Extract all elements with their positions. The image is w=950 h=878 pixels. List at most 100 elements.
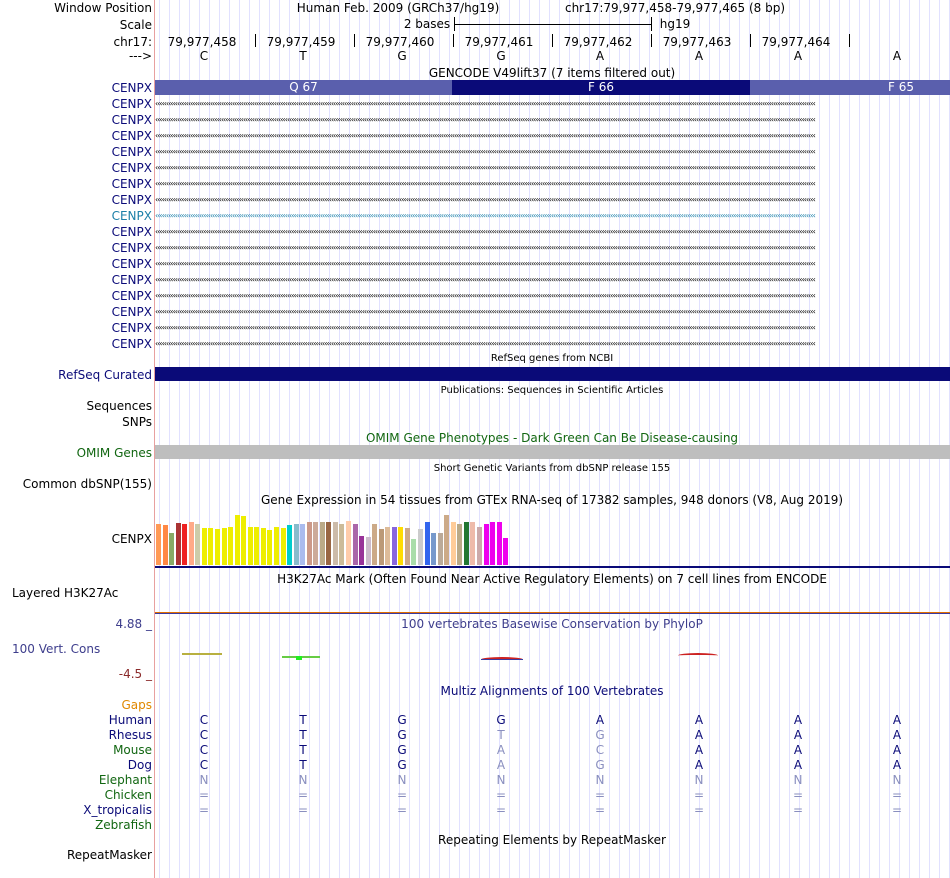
- transcript-intron-arrows[interactable]: ‹‹‹‹‹‹‹‹‹‹‹‹‹‹‹‹‹‹‹‹‹‹‹‹‹‹‹‹‹‹‹‹‹‹‹‹‹‹‹‹…: [155, 131, 816, 140]
- gtex-tissue-bar[interactable]: [267, 530, 273, 565]
- gtex-tissue-bar[interactable]: [214, 529, 220, 565]
- gtex-tissue-bar[interactable]: [345, 521, 351, 565]
- gencode-transcript-label[interactable]: CENPX: [111, 289, 152, 303]
- transcript-intron-arrows[interactable]: ‹‹‹‹‹‹‹‹‹‹‹‹‹‹‹‹‹‹‹‹‹‹‹‹‹‹‹‹‹‹‹‹‹‹‹‹‹‹‹‹…: [155, 179, 816, 188]
- repeatmasker-label[interactable]: RepeatMasker: [66, 848, 152, 862]
- transcript-intron-arrows[interactable]: ‹‹‹‹‹‹‹‹‹‹‹‹‹‹‹‹‹‹‹‹‹‹‹‹‹‹‹‹‹‹‹‹‹‹‹‹‹‹‹‹…: [155, 99, 816, 108]
- gtex-tissue-bar[interactable]: [372, 524, 378, 565]
- gtex-tissue-bar[interactable]: [339, 524, 345, 565]
- gtex-tissue-bar[interactable]: [287, 525, 292, 565]
- species-label-mouse[interactable]: Mouse: [113, 743, 152, 757]
- gtex-tissue-bar[interactable]: [411, 539, 417, 565]
- transcript-intron-arrows[interactable]: ‹‹‹‹‹‹‹‹‹‹‹‹‹‹‹‹‹‹‹‹‹‹‹‹‹‹‹‹‹‹‹‹‹‹‹‹‹‹‹‹…: [155, 243, 816, 252]
- gtex-tissue-bar[interactable]: [332, 522, 338, 565]
- species-label-chicken[interactable]: Chicken: [104, 788, 152, 802]
- gtex-tissue-bar[interactable]: [365, 537, 371, 565]
- gencode-transcript-label[interactable]: CENPX: [111, 337, 152, 351]
- gtex-tissue-bar[interactable]: [470, 522, 476, 565]
- gtex-tissue-bar[interactable]: [378, 529, 384, 565]
- transcript-intron-arrows[interactable]: ‹‹‹‹‹‹‹‹‹‹‹‹‹‹‹‹‹‹‹‹‹‹‹‹‹‹‹‹‹‹‹‹‹‹‹‹‹‹‹‹…: [155, 339, 816, 348]
- codon-bar[interactable]: Q 67: [155, 80, 452, 95]
- gtex-tissue-bar[interactable]: [437, 533, 443, 565]
- gtex-tissue-bar[interactable]: [241, 516, 247, 565]
- gtex-tissue-bar[interactable]: [188, 522, 194, 565]
- transcript-intron-arrows[interactable]: ‹‹‹‹‹‹‹‹‹‹‹‹‹‹‹‹‹‹‹‹‹‹‹‹‹‹‹‹‹‹‹‹‹‹‹‹‹‹‹‹…: [155, 291, 816, 300]
- gencode-transcript-label[interactable]: CENPX: [111, 273, 152, 287]
- transcript-intron-arrows[interactable]: ‹‹‹‹‹‹‹‹‹‹‹‹‹‹‹‹‹‹‹‹‹‹‹‹‹‹‹‹‹‹‹‹‹‹‹‹‹‹‹‹…: [155, 147, 816, 156]
- cons-label[interactable]: 100 Vert. Cons: [12, 642, 101, 656]
- gencode-transcript-label[interactable]: CENPX: [111, 305, 152, 319]
- gencode-transcript-label[interactable]: CENPX: [111, 193, 152, 207]
- species-label-human[interactable]: Human: [108, 713, 152, 727]
- gtex-tissue-bar[interactable]: [162, 525, 168, 565]
- refseq-label[interactable]: RefSeq Curated: [58, 368, 152, 382]
- gtex-tissue-bar[interactable]: [391, 527, 397, 565]
- gtex-tissue-bar[interactable]: [424, 522, 430, 565]
- gtex-tissue-bar[interactable]: [313, 522, 319, 565]
- h3k27ac-label[interactable]: Layered H3K27Ac: [12, 586, 119, 600]
- gtex-tissue-bar[interactable]: [221, 528, 227, 565]
- gencode-transcript-label[interactable]: CENPX: [111, 97, 152, 111]
- omim-gene-bar[interactable]: [155, 445, 950, 459]
- species-label-dog[interactable]: Dog: [127, 758, 152, 772]
- gtex-tissue-bar[interactable]: [201, 528, 207, 565]
- gtex-tissue-bar[interactable]: [234, 515, 240, 565]
- transcript-intron-arrows[interactable]: ‹‹‹‹‹‹‹‹‹‹‹‹‹‹‹‹‹‹‹‹‹‹‹‹‹‹‹‹‹‹‹‹‹‹‹‹‹‹‹‹…: [155, 195, 816, 204]
- tracks-area[interactable]: Human Feb. 2009 (GRCh37/hg19) chr17:79,97…: [155, 0, 950, 878]
- gencode-transcript-label[interactable]: CENPX: [111, 257, 152, 271]
- gtex-tissue-bar[interactable]: [254, 527, 260, 565]
- refseq-gene-bar[interactable]: [155, 367, 950, 381]
- gencode-transcript-label[interactable]: CENPX: [111, 161, 152, 175]
- gaps-label[interactable]: Gaps: [121, 698, 152, 712]
- gtex-tissue-bar[interactable]: [359, 536, 364, 565]
- gencode-transcript-label[interactable]: CENPX: [111, 321, 152, 335]
- gtex-tissue-bar[interactable]: [398, 527, 404, 565]
- gtex-tissue-bar[interactable]: [385, 527, 391, 565]
- gtex-tissue-bar[interactable]: [431, 533, 437, 565]
- gencode-transcript-label[interactable]: CENPX: [111, 129, 152, 143]
- transcript-intron-arrows[interactable]: ‹‹‹‹‹‹‹‹‹‹‹‹‹‹‹‹‹‹‹‹‹‹‹‹‹‹‹‹‹‹‹‹‹‹‹‹‹‹‹‹…: [155, 227, 816, 236]
- gtex-tissue-bar[interactable]: [182, 524, 188, 565]
- gtex-tissue-bar[interactable]: [156, 524, 161, 565]
- gtex-tissue-bar[interactable]: [457, 524, 463, 565]
- transcript-intron-arrows[interactable]: ‹‹‹‹‹‹‹‹‹‹‹‹‹‹‹‹‹‹‹‹‹‹‹‹‹‹‹‹‹‹‹‹‹‹‹‹‹‹‹‹…: [155, 323, 816, 332]
- transcript-intron-arrows[interactable]: ‹‹‹‹‹‹‹‹‹‹‹‹‹‹‹‹‹‹‹‹‹‹‹‹‹‹‹‹‹‹‹‹‹‹‹‹‹‹‹‹…: [155, 307, 816, 316]
- gtex-tissue-bar[interactable]: [496, 522, 502, 565]
- gtex-tissue-bar[interactable]: [306, 522, 312, 565]
- gtex-tissue-bar[interactable]: [326, 522, 332, 565]
- codon-bar[interactable]: F 66: [452, 80, 750, 95]
- transcript-intron-arrows[interactable]: ‹‹‹‹‹‹‹‹‹‹‹‹‹‹‹‹‹‹‹‹‹‹‹‹‹‹‹‹‹‹‹‹‹‹‹‹‹‹‹‹…: [155, 115, 816, 124]
- transcript-intron-arrows[interactable]: ‹‹‹‹‹‹‹‹‹‹‹‹‹‹‹‹‹‹‹‹‹‹‹‹‹‹‹‹‹‹‹‹‹‹‹‹‹‹‹‹…: [155, 211, 816, 220]
- species-label-elephant[interactable]: Elephant: [98, 773, 152, 787]
- gencode-main-label[interactable]: CENPX: [111, 81, 152, 95]
- species-label-x_tropicalis[interactable]: X_tropicalis: [83, 803, 152, 817]
- gtex-tissue-bar[interactable]: [418, 529, 423, 565]
- omim-label[interactable]: OMIM Genes: [76, 446, 152, 460]
- gtex-tissue-bar[interactable]: [208, 528, 214, 565]
- gtex-tissue-bar[interactable]: [247, 527, 253, 565]
- gencode-transcript-label[interactable]: CENPX: [111, 145, 152, 159]
- gtex-tissue-bar[interactable]: [476, 527, 482, 565]
- gtex-tissue-bar[interactable]: [300, 524, 306, 565]
- gtex-tissue-bar[interactable]: [503, 538, 509, 565]
- gtex-tissue-bar[interactable]: [352, 524, 358, 565]
- gtex-label[interactable]: CENPX: [111, 532, 152, 546]
- gtex-tissue-bar[interactable]: [175, 523, 181, 565]
- gtex-tissue-bar[interactable]: [404, 528, 410, 565]
- transcript-intron-arrows[interactable]: ‹‹‹‹‹‹‹‹‹‹‹‹‹‹‹‹‹‹‹‹‹‹‹‹‹‹‹‹‹‹‹‹‹‹‹‹‹‹‹‹…: [155, 275, 816, 284]
- species-label-rhesus[interactable]: Rhesus: [108, 728, 152, 742]
- gtex-tissue-bar[interactable]: [483, 524, 489, 565]
- gtex-tissue-bar[interactable]: [280, 528, 286, 565]
- gtex-tissue-bar[interactable]: [293, 524, 299, 565]
- gencode-transcript-label[interactable]: CENPX: [111, 209, 152, 223]
- species-label-zebrafish[interactable]: Zebrafish: [95, 818, 152, 832]
- gencode-transcript-label[interactable]: CENPX: [111, 113, 152, 127]
- gencode-transcript-label[interactable]: CENPX: [111, 177, 152, 191]
- gtex-tissue-bar[interactable]: [195, 524, 201, 565]
- codon-bar[interactable]: F 65: [750, 80, 950, 95]
- gtex-tissue-bar[interactable]: [463, 522, 469, 565]
- gtex-tissue-bar[interactable]: [169, 533, 175, 565]
- transcript-intron-arrows[interactable]: ‹‹‹‹‹‹‹‹‹‹‹‹‹‹‹‹‹‹‹‹‹‹‹‹‹‹‹‹‹‹‹‹‹‹‹‹‹‹‹‹…: [155, 259, 816, 268]
- gtex-tissue-bar[interactable]: [490, 522, 496, 565]
